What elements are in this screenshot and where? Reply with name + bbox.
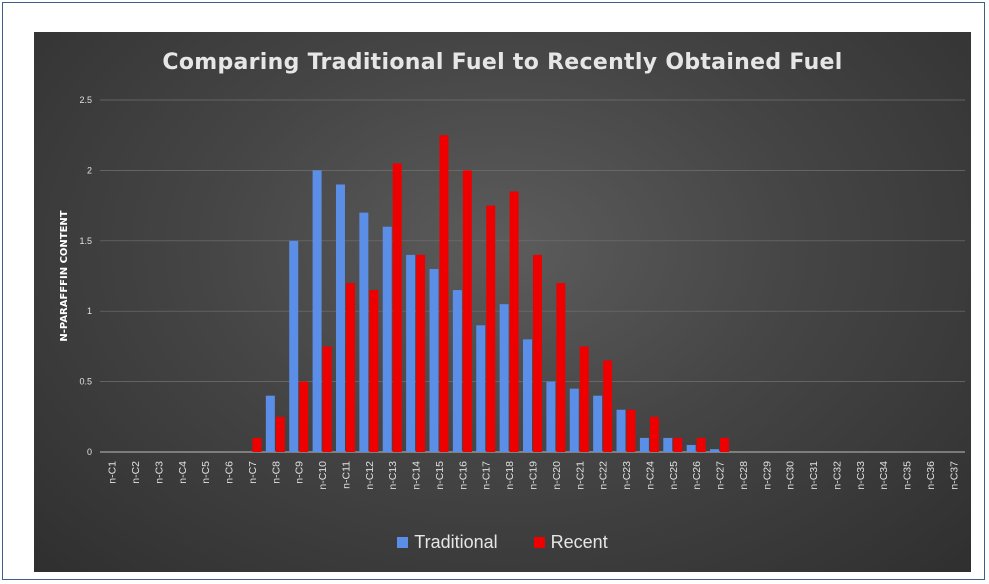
x-tick-label: n-C1 [107,461,119,484]
legend: Traditional Recent [34,532,971,553]
x-tick-label: n-C11 [340,461,352,489]
bar-traditional-n-c19 [523,339,532,452]
bar-traditional-n-c24 [639,437,649,452]
bar-traditional-n-c9 [289,240,299,452]
bar-traditional-n-c18 [499,304,509,452]
legend-label-recent: Recent [550,532,608,552]
legend-swatch-recent [533,537,545,548]
x-tick-label: n-C20 [551,461,563,490]
x-tick-label: n-C6 [224,461,236,484]
bar-recent-n-c24 [649,416,659,452]
bar-traditional-n-c15 [429,268,439,452]
y-axis-title: N-PARAFFFIN CONTENT [59,210,70,341]
x-tick-label: n-C22 [598,461,610,490]
bar-traditional-n-c8 [265,395,275,452]
y-tick-label: 1 [87,306,92,316]
bar-recent-n-c19 [533,254,542,452]
x-tick-label: n-C16 [457,461,469,490]
x-tick-label: n-C29 [761,461,773,490]
x-tick-label: n-C37 [948,461,960,490]
bar-traditional-n-c25 [663,437,673,452]
x-tick-label: n-C5 [200,461,212,484]
bar-traditional-n-c21 [569,388,579,452]
x-tick-label: n-C19 [528,461,540,490]
x-tick-label: n-C12 [364,461,376,490]
x-tick-label: n-C28 [738,461,750,490]
x-tick-label: n-C15 [434,461,446,490]
bar-traditional-n-c17 [476,325,486,452]
x-tick-label: n-C13 [387,461,399,490]
bar-recent-n-c7 [252,437,262,452]
bar-recent-n-c27 [720,437,730,452]
x-tick-label: n-C2 [130,461,142,484]
y-tick-label: 1.5 [79,236,92,246]
x-tick-label: n-C23 [621,461,633,490]
x-tick-label: n-C31 [808,461,820,490]
bar-traditional-n-c10 [312,170,322,452]
bar-recent-n-c22 [603,360,613,452]
y-tick-label: 0.5 [79,377,92,387]
x-tick-label: n-C27 [715,461,727,490]
x-tick-label: n-C14 [411,461,423,490]
x-tick-label: n-C9 [294,461,306,484]
x-tick-label: n-C21 [574,461,586,490]
x-tick-label: n-C25 [668,461,680,490]
bar-recent-n-c26 [696,437,706,452]
bar-traditional-n-c11 [335,184,345,453]
bar-recent-n-c25 [673,437,683,452]
bar-recent-n-c14 [416,254,426,452]
x-tick-label: n-C17 [481,461,493,490]
bar-chart: 0 0.5 1 1.5 2 2.5 N-PARAFFFIN CONTENT n-C1 n-C2 n… [59,95,965,490]
bar-traditional-n-c20 [546,381,556,452]
bar-traditional-n-c14 [406,254,416,452]
legend-item-traditional: Traditional [397,532,498,553]
bar-recent-n-c23 [626,409,636,452]
x-tick-label: n-C30 [785,461,797,490]
bar-traditional-n-c23 [616,409,626,452]
bar-recent-n-c17 [486,205,496,452]
x-tick-label: n-C32 [831,461,843,490]
y-tick-label: 2 [87,165,92,175]
chart-area: Comparing Traditional Fuel to Recently O… [34,32,971,572]
x-tick-label: n-C18 [504,461,516,490]
y-tick-label: 2.5 [79,95,92,105]
x-tick-label: n-C10 [317,461,329,490]
legend-label-traditional: Traditional [414,532,498,552]
x-tick-label: n-C36 [925,461,937,490]
y-tick-label: 0 [87,447,92,457]
bar-recent-n-c10 [322,346,332,452]
x-tick-label: n-C24 [644,461,656,490]
x-tick-label: n-C3 [153,461,165,484]
bar-traditional-n-c27 [710,449,720,452]
x-tick-label: n-C4 [177,461,189,484]
legend-item-recent: Recent [533,532,608,553]
x-tick-label: n-C34 [878,461,890,490]
x-tick-label: n-C8 [270,461,282,484]
chart-title: Comparing Traditional Fuel to Recently O… [162,50,843,75]
bar-traditional-n-c12 [359,212,369,452]
bar-traditional-n-c26 [686,444,696,452]
bar-recent-n-c15 [439,135,449,452]
bar-recent-n-c13 [392,163,402,453]
bar-recent-n-c21 [579,346,589,452]
x-tick-label: n-C35 [902,461,914,490]
bar-recent-n-c9 [299,381,309,452]
bar-recent-n-c20 [556,283,566,452]
bar-recent-n-c11 [345,283,355,452]
bar-traditional-n-c22 [593,395,603,452]
bar-recent-n-c8 [275,416,285,452]
x-tick-label: n-C26 [691,461,703,490]
bar-traditional-n-c16 [452,290,462,452]
bar-recent-n-c18 [509,191,519,452]
x-tick-label: n-C7 [247,461,259,484]
bar-traditional-n-c13 [382,226,392,452]
x-tick-label: n-C33 [855,461,867,490]
bar-recent-n-c16 [462,170,472,452]
bar-recent-n-c12 [369,290,379,452]
legend-swatch-traditional [397,537,409,548]
